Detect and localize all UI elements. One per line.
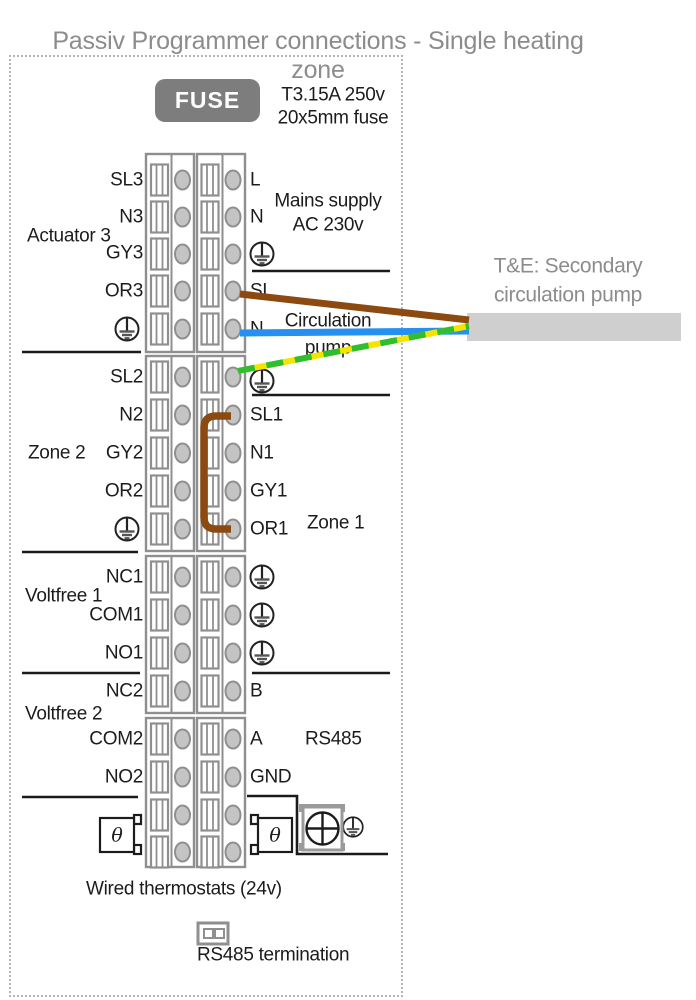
terminal-label-nc1: NC1	[105, 566, 143, 588]
terminal-label-b: B	[250, 680, 263, 702]
group-label-voltfree1: Voltfree 1	[25, 585, 103, 607]
caption-wired-thermostats: Wired thermostats (24v)	[86, 878, 282, 900]
terminal-label-com2: COM2	[89, 728, 143, 750]
group-label-mains-2: AC 230v	[292, 214, 364, 236]
terminal-label-com1: COM1	[89, 604, 143, 626]
thermostat-theta-icon: θ	[111, 824, 123, 847]
terminal-label-l: L	[250, 169, 261, 191]
group-label-circulation-2: pump	[304, 337, 352, 359]
terminal-label-no2: NO2	[104, 766, 143, 788]
fuse-label-box: FUSE	[155, 79, 260, 122]
group-label-zone1: Zone 1	[307, 512, 365, 534]
terminal-label-n2: N2	[119, 404, 143, 426]
thermostat-theta-icon: θ	[269, 824, 281, 847]
terminal-label-a: A	[250, 728, 263, 750]
programmer-outline	[9, 55, 403, 997]
fuse-size: 20x5mm fuse	[277, 107, 389, 129]
terminal-label-or2: OR2	[104, 480, 143, 502]
terminal-label-n1: N1	[250, 442, 274, 464]
group-label-zone2: Zone 2	[28, 442, 86, 464]
terminal-label-sl3: SL3	[110, 169, 143, 191]
group-label-circulation-1: Circulation	[284, 310, 372, 332]
terminal-label-gy3: GY3	[105, 242, 143, 264]
terminal-label-nc2: NC2	[105, 680, 143, 702]
terminal-label-or1: OR1	[250, 518, 289, 540]
page-title: Passiv Programmer connections - Single h…	[52, 27, 584, 84]
terminal-label-n3: N3	[119, 206, 143, 228]
terminal-label-no1: NO1	[104, 642, 143, 664]
terminal-label-gy1: GY1	[250, 480, 288, 502]
fuse-rating: T3.15A 250v	[281, 84, 385, 106]
terminal-label-gy2: GY2	[105, 442, 143, 464]
twin-and-earth-cable	[467, 313, 681, 341]
cable-caption-line1: T&E: Secondary	[493, 254, 643, 278]
group-label-rs485: RS485	[305, 728, 362, 750]
terminal-label-sl: SL	[250, 280, 273, 302]
caption-rs485-termination: RS485 termination	[197, 944, 350, 966]
cable-caption-line2: circulation pump	[493, 283, 643, 307]
terminal-label-n: N	[250, 206, 264, 228]
group-label-actuator3: Actuator 3	[27, 225, 111, 247]
terminal-label-or3: OR3	[104, 280, 143, 302]
group-label-mains-1: Mains supply	[274, 190, 382, 212]
terminal-label-sl1: SL1	[250, 404, 283, 426]
group-label-voltfree2: Voltfree 2	[25, 703, 103, 725]
fuse-label: FUSE	[174, 87, 241, 113]
terminal-label-sl2: SL2	[110, 366, 143, 388]
terminal-label-gnd: GND	[250, 766, 292, 788]
